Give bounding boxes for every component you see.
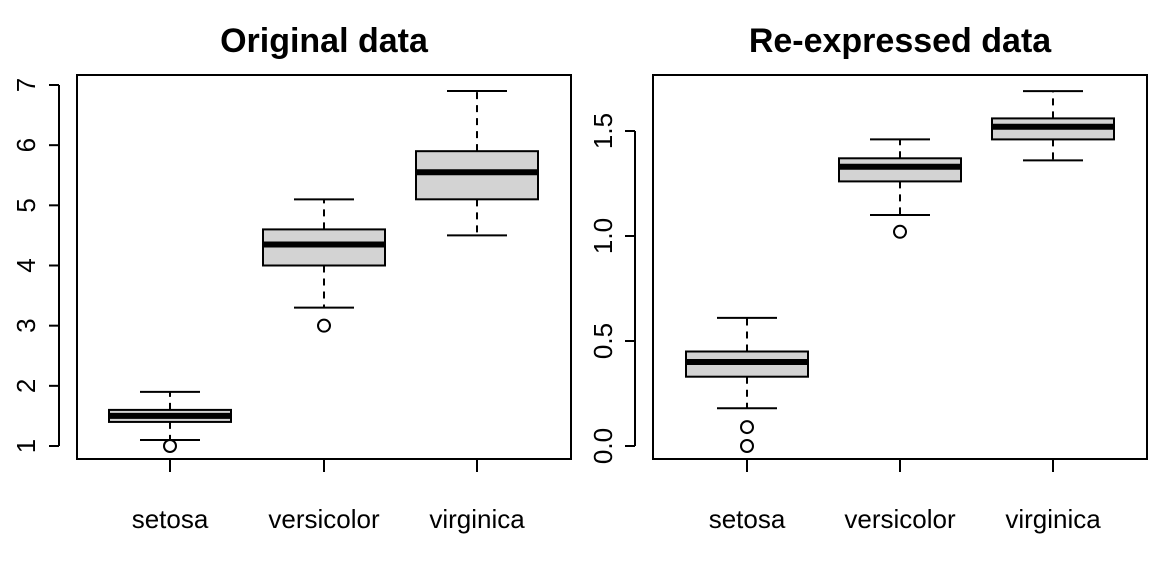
boxes xyxy=(685,90,1115,453)
x-tick-label: versicolor xyxy=(844,504,956,534)
y-tick-label: 4 xyxy=(11,258,41,272)
y-tick-label: 2 xyxy=(11,379,41,393)
iqr-box xyxy=(262,228,386,267)
outlier-point xyxy=(317,318,331,333)
box-versicolor xyxy=(838,138,962,239)
y-tick-label: 5 xyxy=(11,198,41,212)
y-tick-label: 0.5 xyxy=(588,323,618,359)
boxes xyxy=(108,90,539,453)
x-tick-label: virginica xyxy=(429,504,525,534)
box-versicolor xyxy=(262,198,386,333)
x-tick-label: setosa xyxy=(132,504,209,534)
y-tick-label: 6 xyxy=(11,138,41,152)
outlier-point xyxy=(163,439,177,453)
y-tick-label: 1.5 xyxy=(588,113,618,149)
y-tick-label: 7 xyxy=(11,78,41,92)
y-tick-label: 1.0 xyxy=(588,218,618,254)
outlier-point xyxy=(740,439,754,453)
panel-reexpressed: Re-expressed data 0.0 0.5 1.0 1.5 setosa vers… xyxy=(588,22,1148,534)
x-tick-label: setosa xyxy=(709,504,786,534)
box-virginica xyxy=(415,90,539,237)
outlier-point xyxy=(893,224,907,239)
x-tick-label: versicolor xyxy=(268,504,380,534)
box-setosa xyxy=(685,316,809,453)
panel-original: Original data 1 2 3 4 5 6 7 setosa versicolor vir… xyxy=(11,22,572,534)
y-tick-label: 1 xyxy=(11,439,41,453)
chart-title: Re-expressed data xyxy=(749,22,1052,60)
axes: 1 2 3 4 5 6 7 setosa versicolor virginica xyxy=(11,78,525,534)
iqr-box xyxy=(838,157,962,183)
outlier-point xyxy=(740,420,754,435)
box-virginica xyxy=(991,90,1115,162)
x-tick-label: virginica xyxy=(1005,504,1101,534)
chart-title: Original data xyxy=(220,22,429,60)
box-setosa xyxy=(108,390,232,453)
axes: 0.0 0.5 1.0 1.5 setosa versicolor virginica xyxy=(588,113,1101,534)
iqr-box xyxy=(415,150,539,201)
y-tick-label: 3 xyxy=(11,318,41,332)
y-tick-label: 0.0 xyxy=(588,428,618,464)
